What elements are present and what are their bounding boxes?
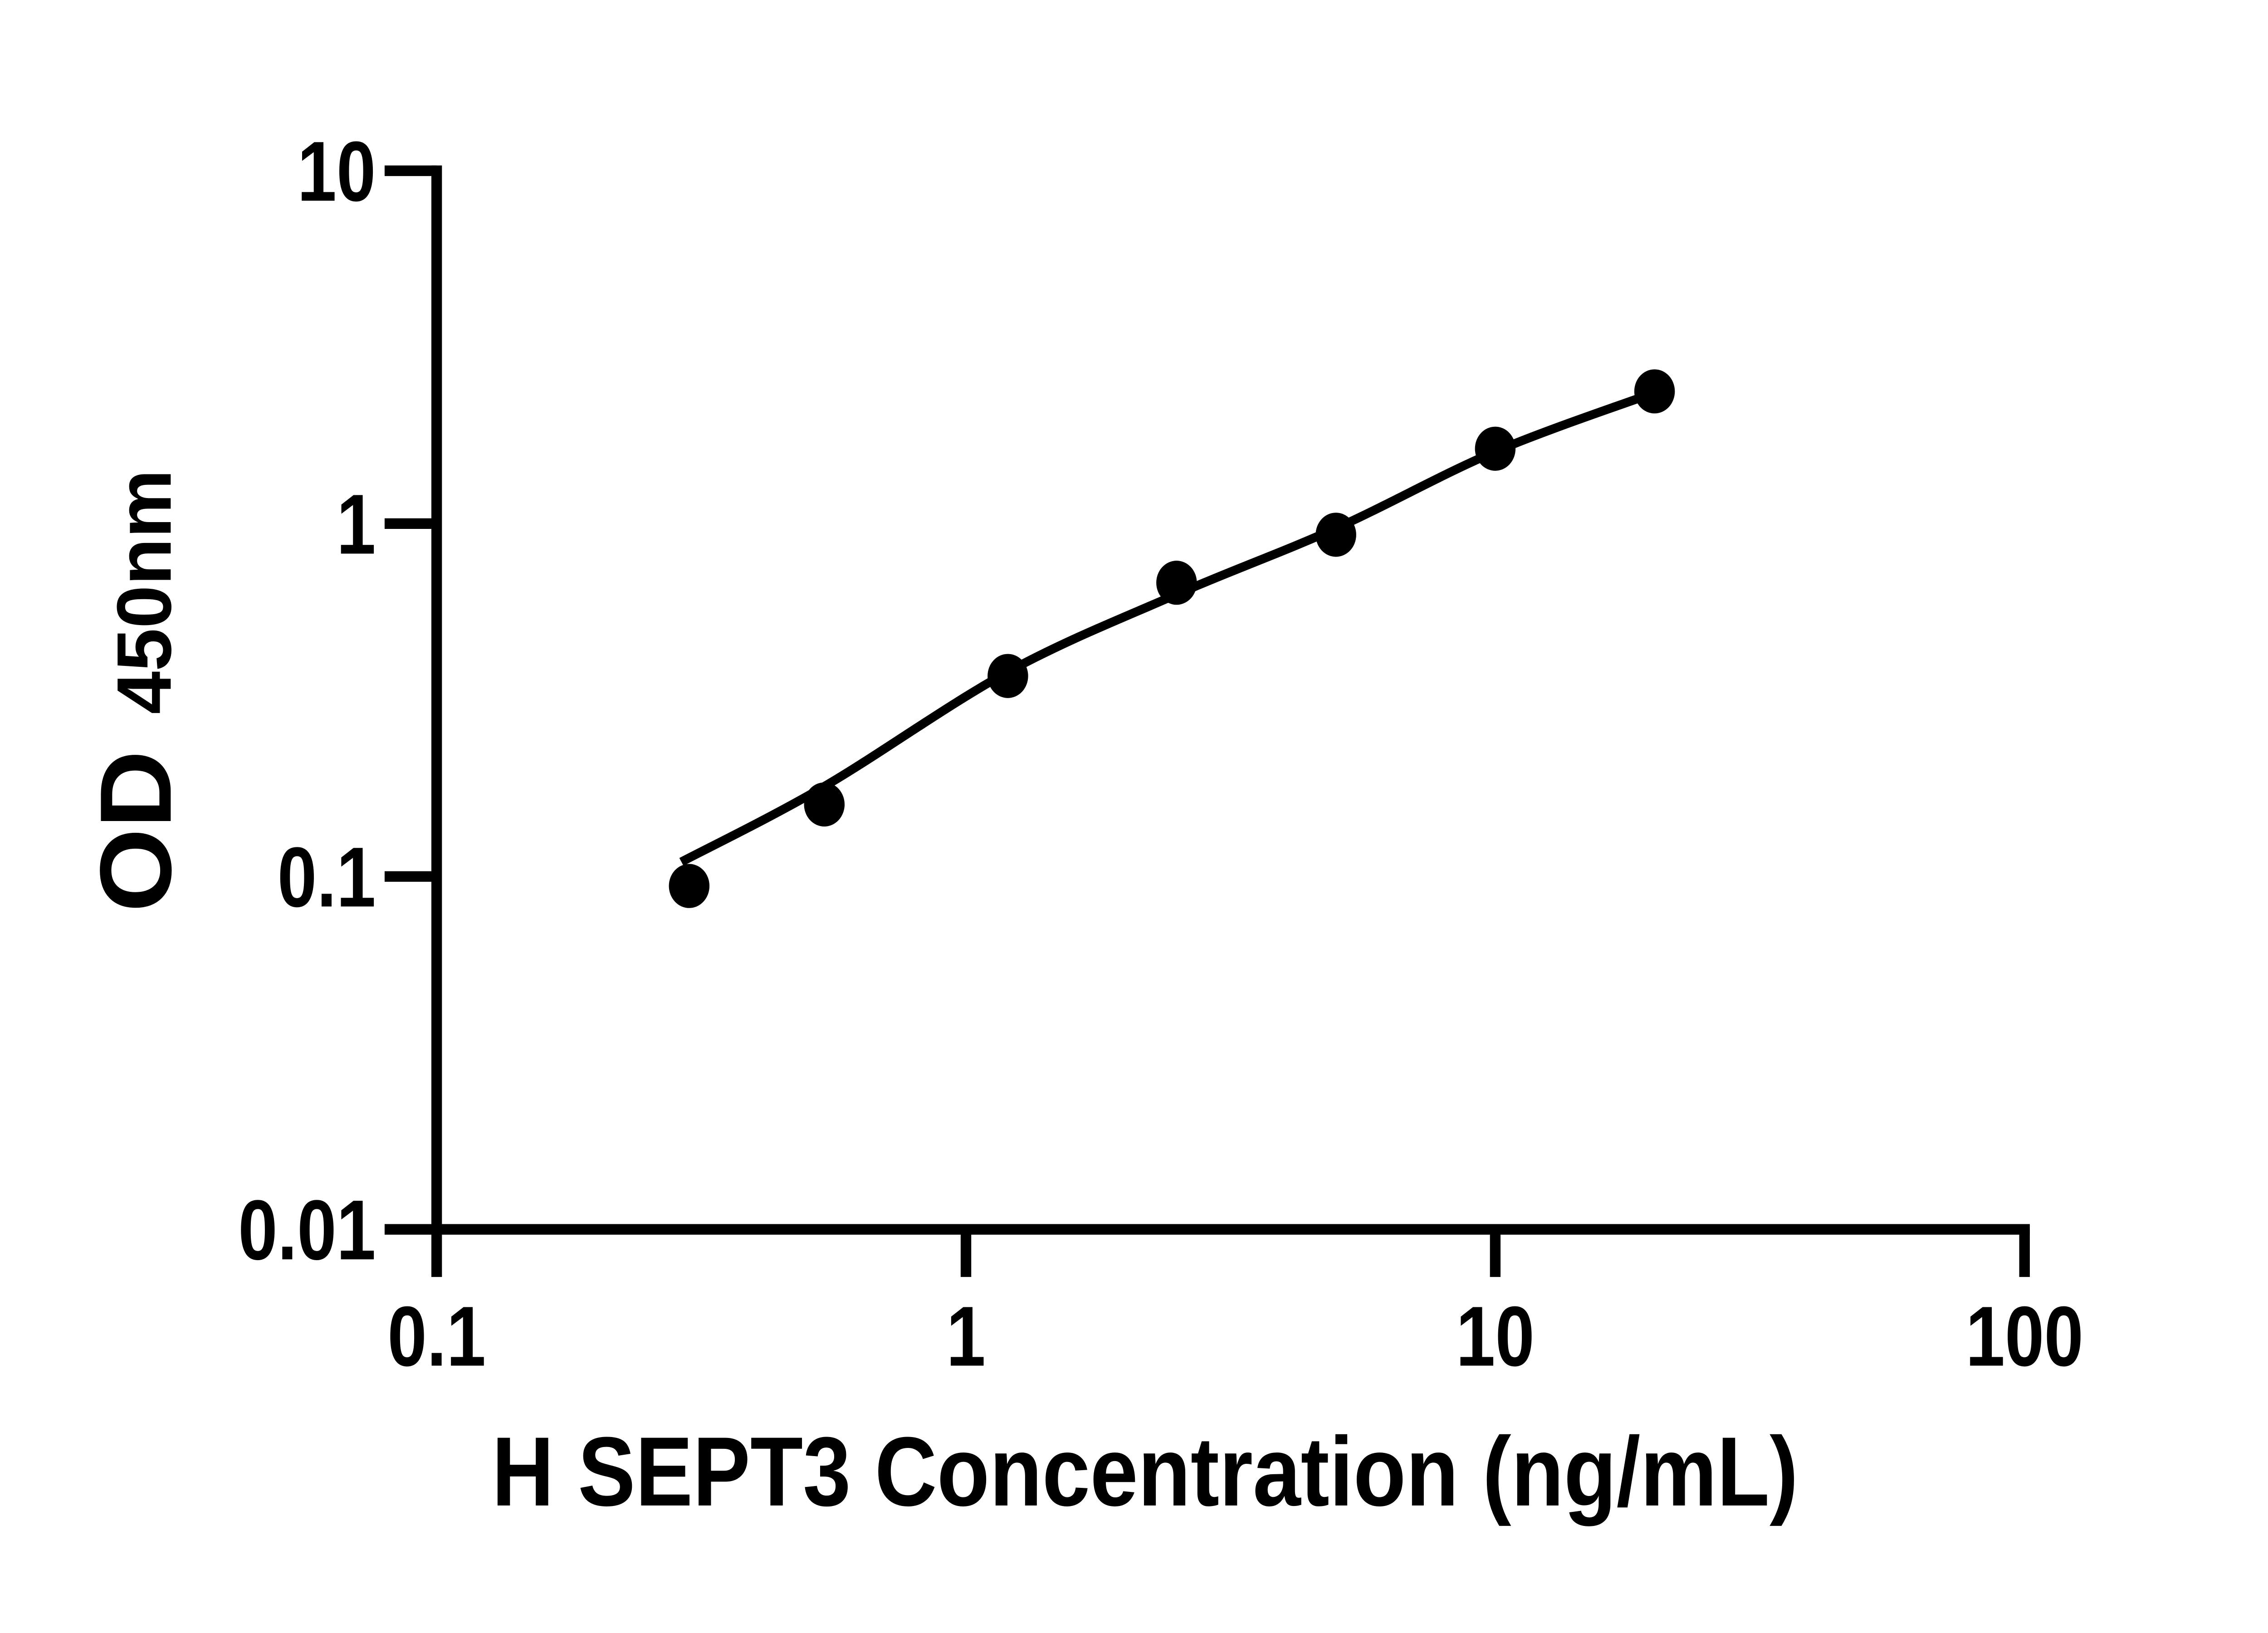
y-tick-label: 10 — [297, 124, 376, 219]
y-axis-tick-labels: 0.01 0.1 1 10 — [238, 124, 376, 1278]
y-axis-title-main: OD — [79, 750, 192, 912]
data-points-group — [669, 369, 1675, 908]
y-tick-label: 1 — [337, 476, 376, 572]
data-point — [669, 864, 710, 908]
chart-background — [0, 22, 2268, 1611]
data-point — [1315, 513, 1356, 557]
y-tick-label: 0.01 — [238, 1182, 376, 1277]
y-axis-title: OD 450nm — [79, 469, 192, 912]
x-tick-label: 10 — [1456, 1289, 1535, 1384]
data-point — [1475, 426, 1516, 471]
x-axis-title: H SEPT3 Concentration (ng/mL) — [492, 1417, 1798, 1526]
x-tick-label: 100 — [1965, 1289, 2083, 1384]
y-axis-title-subscript: 450nm — [101, 469, 187, 714]
x-axis-ticks — [431, 1229, 2030, 1277]
x-axis-tick-labels: 0.1 1 10 100 — [387, 1289, 2083, 1384]
y-tick-label: 0.1 — [278, 829, 376, 924]
data-point — [1156, 561, 1197, 605]
data-point — [987, 654, 1028, 698]
x-tick-label: 0.1 — [387, 1289, 486, 1384]
y-axis-ticks — [384, 165, 437, 1235]
data-point — [804, 782, 845, 827]
x-tick-label: 1 — [946, 1289, 986, 1384]
data-point — [1634, 369, 1675, 414]
